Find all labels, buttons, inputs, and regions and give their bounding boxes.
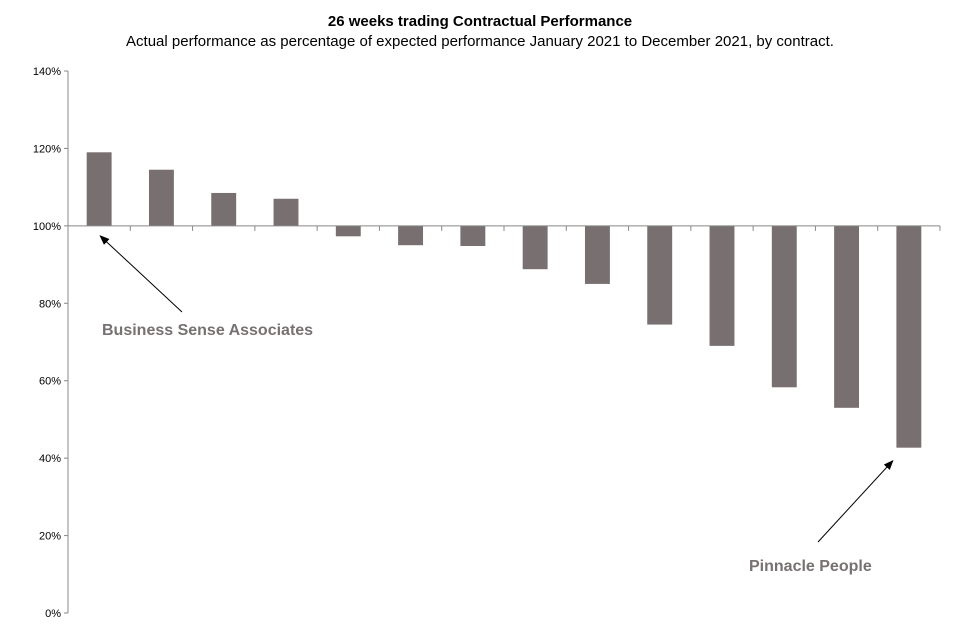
bar bbox=[584, 225, 610, 284]
bar bbox=[647, 225, 673, 325]
bar bbox=[211, 192, 237, 226]
bar bbox=[460, 225, 486, 246]
bar bbox=[398, 225, 424, 246]
bar bbox=[834, 225, 860, 408]
y-tick-label: 100% bbox=[33, 221, 61, 233]
annotation-arrow bbox=[99, 235, 183, 313]
y-tick-label: 140% bbox=[33, 66, 61, 78]
annotation-label: Pinnacle People bbox=[749, 558, 872, 575]
chart-title: 26 weeks trading Contractual Performance bbox=[327, 13, 633, 30]
bar bbox=[522, 225, 548, 270]
annotation-arrow bbox=[817, 459, 894, 543]
y-tick-label: 20% bbox=[39, 531, 61, 543]
bar bbox=[709, 225, 735, 346]
y-tick-label: 120% bbox=[33, 143, 61, 155]
annotation-label: Business Sense Associates bbox=[102, 322, 313, 339]
y-tick-label: 80% bbox=[39, 298, 61, 310]
y-tick-label: 0% bbox=[45, 608, 61, 620]
bar bbox=[335, 225, 361, 237]
bar bbox=[896, 225, 922, 448]
bar bbox=[86, 152, 112, 226]
chart-subtitle: Actual performance as percentage of expe… bbox=[126, 33, 834, 50]
bar bbox=[273, 198, 299, 226]
bar bbox=[148, 169, 174, 226]
bar bbox=[771, 225, 797, 388]
y-tick-label: 60% bbox=[39, 376, 61, 388]
y-tick-label: 40% bbox=[39, 453, 61, 465]
